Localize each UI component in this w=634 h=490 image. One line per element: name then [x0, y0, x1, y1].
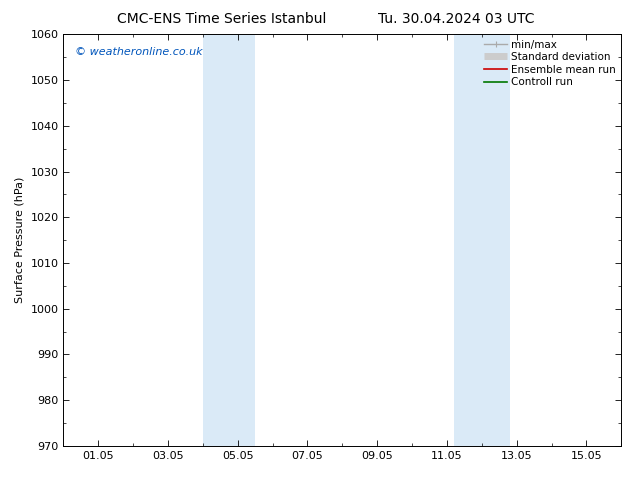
- Bar: [454, 34, 510, 446]
- Bar: [203, 34, 255, 446]
- Y-axis label: Surface Pressure (hPa): Surface Pressure (hPa): [15, 177, 25, 303]
- Legend: min/max, Standard deviation, Ensemble mean run, Controll run: min/max, Standard deviation, Ensemble me…: [482, 37, 618, 89]
- Text: Tu. 30.04.2024 03 UTC: Tu. 30.04.2024 03 UTC: [378, 12, 534, 26]
- Text: © weatheronline.co.uk: © weatheronline.co.uk: [75, 47, 202, 57]
- Text: CMC-ENS Time Series Istanbul: CMC-ENS Time Series Istanbul: [117, 12, 327, 26]
